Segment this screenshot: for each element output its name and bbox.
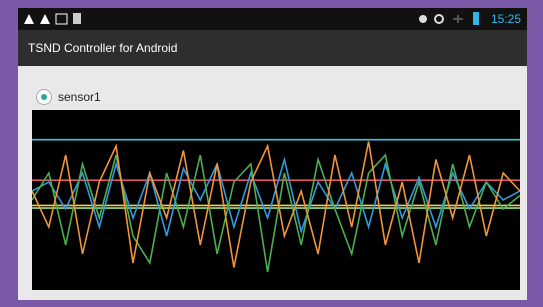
- app-bar: TSND Controller for Android: [18, 30, 527, 66]
- app-title: TSND Controller for Android: [28, 41, 177, 55]
- screen: 15:25 TSND Controller for Android sensor…: [18, 8, 527, 300]
- system-icons: [413, 8, 483, 30]
- status-icons: [18, 8, 138, 30]
- sensor-label[interactable]: sensor1: [58, 90, 101, 104]
- chart: [32, 110, 520, 290]
- radio-button[interactable]: [36, 89, 52, 105]
- page: 15:25 TSND Controller for Android sensor…: [0, 0, 543, 307]
- clock: 15:25: [491, 12, 521, 26]
- status-bar: 15:25: [18, 8, 527, 30]
